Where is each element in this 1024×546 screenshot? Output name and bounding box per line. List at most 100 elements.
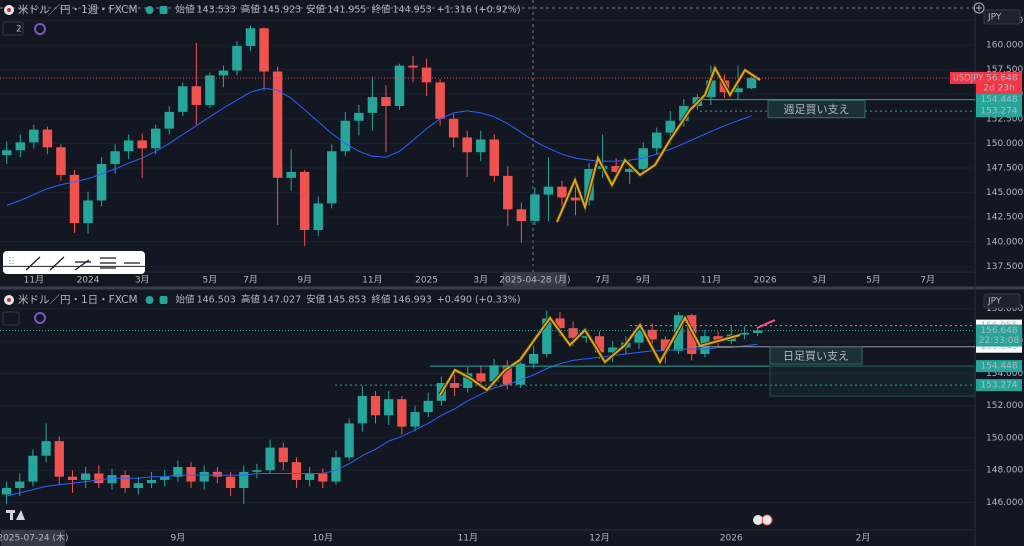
- candle-body: [557, 186, 567, 198]
- symbol-title: 米ドル／円・1日・FXCM: [18, 293, 138, 306]
- symbol-title: 米ドル／円・1週・FXCM: [18, 3, 138, 16]
- collapse-button[interactable]: [2, 21, 24, 36]
- price-level-box: [976, 105, 1022, 118]
- candle-body: [191, 86, 202, 106]
- y-tick-label: 148.000: [986, 466, 1023, 476]
- ohlc-label: 終値: [371, 4, 391, 16]
- candle-body: [581, 336, 591, 338]
- candle-body: [218, 70, 229, 76]
- candle-body: [529, 353, 539, 364]
- candle-body: [463, 373, 473, 388]
- collapse-button[interactable]: [2, 311, 20, 326]
- candle-body: [327, 151, 337, 204]
- last-price-label: 156.648: [980, 73, 1017, 83]
- candle-body: [516, 209, 527, 222]
- candle-body: [232, 45, 242, 71]
- countdown-label: 22:33:08: [979, 336, 1020, 346]
- currency-label: JPY: [987, 297, 1002, 307]
- indicator-icon[interactable]: [34, 23, 46, 35]
- fib-tool[interactable]: [100, 257, 116, 269]
- candle-body: [305, 473, 315, 480]
- currency-button[interactable]: [983, 293, 1021, 309]
- candle-body: [123, 140, 134, 152]
- candle-body: [160, 476, 170, 480]
- candle-body: [42, 129, 53, 148]
- add-icon: [976, 5, 982, 11]
- x-tick-label: 11月: [24, 275, 44, 286]
- price-level-label: 154.448: [980, 95, 1017, 105]
- candle-body: [41, 441, 51, 456]
- trend-line-tool[interactable]: [25, 256, 41, 271]
- ohlc-label: 安値: [306, 4, 326, 16]
- annotation-box: [769, 346, 863, 365]
- candle-body: [199, 471, 209, 482]
- candle-body: [15, 481, 25, 489]
- x-tick-label: 11月: [458, 533, 478, 544]
- candle-body: [164, 111, 175, 129]
- countdown-label: 2d 23h: [983, 83, 1014, 93]
- currency-button[interactable]: [983, 9, 1021, 25]
- price-level-box: [976, 379, 1022, 392]
- candle-body: [679, 105, 689, 121]
- candle-body: [178, 86, 188, 112]
- candle-body: [278, 447, 288, 463]
- x-tick-label: 2026: [754, 276, 777, 286]
- candle-body: [313, 203, 323, 230]
- ohlc-label: 安値: [306, 294, 326, 306]
- candle-body: [318, 473, 328, 482]
- logo-part: [16, 510, 25, 520]
- candle-body: [660, 339, 670, 351]
- candle-body: [752, 330, 763, 333]
- candle-body: [570, 197, 581, 201]
- event-flag: [753, 515, 763, 525]
- candle-body: [423, 400, 433, 413]
- ohlc-label: 高値: [241, 4, 261, 16]
- candle-body: [489, 365, 499, 382]
- candle-body: [67, 476, 78, 480]
- candle-body: [272, 71, 283, 178]
- drawing-zigzag: [439, 315, 741, 396]
- candle-body: [515, 363, 526, 385]
- alert-icon: [159, 296, 168, 304]
- toolbar-grip[interactable]: [9, 257, 14, 269]
- x-tick-label: 12月: [589, 533, 609, 544]
- candle-body: [594, 336, 605, 353]
- y-tick-label: 150.000: [986, 139, 1023, 149]
- candle-body: [475, 139, 486, 153]
- price-level-label: 153.274: [980, 381, 1017, 391]
- ohlc-value: +1.316 (+0.92%): [437, 5, 521, 16]
- candle-body: [476, 373, 486, 382]
- ohlc-value: 145.853: [327, 295, 366, 306]
- candle-body: [29, 129, 39, 143]
- candle-body: [665, 120, 676, 133]
- drawing-projection: [756, 319, 776, 329]
- candle-body: [568, 328, 578, 338]
- x-tick-label: 9月: [297, 275, 312, 286]
- candle-body: [502, 365, 512, 385]
- annotation-text: 週足買い支え: [784, 103, 850, 116]
- last-price-box: [976, 71, 1022, 94]
- candle-body: [713, 336, 723, 342]
- last-price-box: [976, 324, 1022, 347]
- parallel-tool[interactable]: [74, 259, 91, 271]
- candle-body: [543, 186, 554, 195]
- candle-body: [449, 383, 460, 388]
- x-tick-label: 11月: [362, 275, 382, 286]
- add-button[interactable]: [973, 2, 985, 14]
- x-tick-label: 11月: [701, 275, 721, 286]
- candle-body: [381, 97, 391, 106]
- y-tick-label: 154.000: [986, 369, 1023, 379]
- drawing-zigzag: [556, 65, 761, 223]
- candle-body: [83, 200, 93, 224]
- x-tick-label: 5月: [203, 275, 218, 286]
- candle-body: [634, 329, 644, 343]
- candle-body: [173, 467, 183, 477]
- candle-body: [252, 470, 262, 472]
- y-tick-label: 152.000: [986, 401, 1023, 411]
- indicator-icon[interactable]: [34, 312, 46, 324]
- moving-average: [6, 343, 758, 497]
- y-tick-label: 160.000: [986, 40, 1023, 50]
- candle-body: [370, 395, 381, 416]
- ohlc-label: 終値: [371, 294, 391, 306]
